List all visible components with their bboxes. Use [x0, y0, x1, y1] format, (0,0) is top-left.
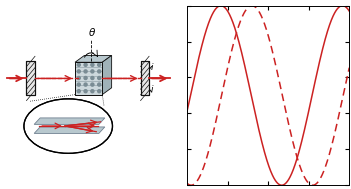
Circle shape [91, 70, 94, 73]
Circle shape [84, 90, 87, 93]
Circle shape [77, 70, 80, 73]
Circle shape [91, 77, 94, 80]
Circle shape [77, 90, 80, 93]
Circle shape [77, 83, 80, 86]
Polygon shape [75, 55, 112, 62]
Text: $\theta$: $\theta$ [88, 26, 96, 38]
Circle shape [91, 83, 94, 86]
Circle shape [98, 77, 101, 80]
Circle shape [84, 83, 87, 86]
Ellipse shape [24, 99, 112, 153]
Circle shape [84, 77, 87, 80]
Polygon shape [26, 61, 35, 95]
Circle shape [98, 90, 101, 93]
Polygon shape [141, 61, 149, 95]
Circle shape [98, 70, 101, 73]
Circle shape [91, 63, 94, 66]
Circle shape [98, 63, 101, 66]
Circle shape [91, 90, 94, 93]
Text: $i$: $i$ [150, 61, 154, 72]
Text: $i$: $i$ [150, 83, 154, 94]
Circle shape [77, 63, 80, 66]
Circle shape [98, 83, 101, 86]
Circle shape [77, 77, 80, 80]
Polygon shape [75, 62, 102, 94]
Polygon shape [34, 127, 105, 133]
Circle shape [84, 70, 87, 73]
Polygon shape [102, 55, 112, 94]
Polygon shape [34, 118, 105, 124]
Circle shape [84, 63, 87, 66]
